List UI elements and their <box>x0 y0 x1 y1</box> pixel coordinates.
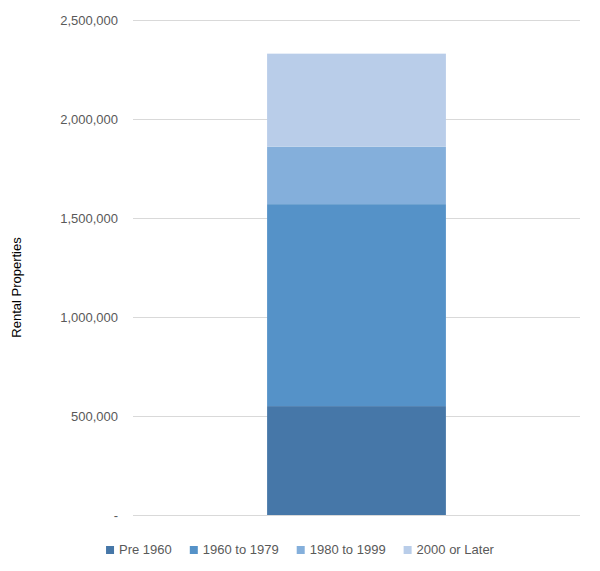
tick-label: - <box>114 508 118 523</box>
grid <box>133 21 580 516</box>
tick-label: 2,500,000 <box>60 13 118 28</box>
tick-label: 1,500,000 <box>60 211 118 226</box>
axis-title: Rental Properties <box>9 237 24 338</box>
bar-segment <box>267 406 446 515</box>
legend-swatch <box>190 546 198 554</box>
bar-segment <box>267 147 446 204</box>
tick-label: 2,000,000 <box>60 112 118 127</box>
grid-line <box>133 20 580 21</box>
tick-label: 500,000 <box>71 409 118 424</box>
chart: - 500,000 1,000,000 1,500,000 2,000,000 2,500… <box>0 0 600 571</box>
legend-swatch <box>106 546 114 554</box>
legend-label: 2000 or Later <box>417 542 495 557</box>
legend-label: 1980 to 1999 <box>310 542 386 557</box>
legend: Pre 1960 1960 to 1979 1980 to 1999 2000 or … <box>106 542 495 557</box>
bar-segment <box>267 54 446 147</box>
legend-label: Pre 1960 <box>119 542 172 557</box>
legend-swatch <box>404 546 412 554</box>
bars <box>267 54 446 515</box>
legend-swatch <box>297 546 305 554</box>
bar-segment <box>267 204 446 406</box>
tick-label: 1,000,000 <box>60 310 118 325</box>
legend-label: 1960 to 1979 <box>203 542 279 557</box>
grid-line <box>133 515 580 516</box>
